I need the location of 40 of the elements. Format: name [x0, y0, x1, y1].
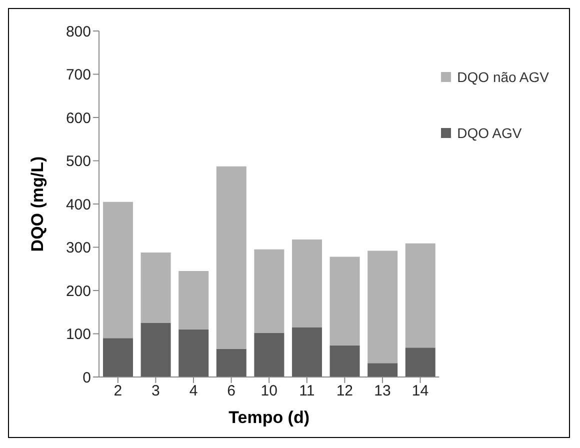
bar: [178, 271, 209, 330]
y-tick-label: 300: [66, 240, 91, 257]
bar: [292, 239, 322, 328]
bar: [330, 345, 360, 377]
legend-label: DQO não AGV: [457, 69, 549, 85]
bar: [330, 256, 360, 346]
y-tick-label: 500: [66, 153, 91, 170]
bar: [368, 250, 398, 364]
y-tick-label: 200: [66, 282, 91, 300]
bar: [216, 166, 246, 349]
y-tick-label: 800: [66, 23, 91, 40]
bar: [292, 327, 322, 377]
legend-label: DQO AGV: [457, 125, 522, 141]
x-tick-label: 2: [114, 382, 122, 400]
bar: [140, 252, 171, 323]
bar: [103, 338, 133, 377]
bar: [254, 249, 284, 333]
x-tick-label: 14: [412, 382, 429, 400]
x-tick-label: 13: [374, 382, 391, 400]
bar: [140, 322, 171, 377]
bar: [216, 348, 246, 377]
x-tick-label: 6: [227, 382, 236, 400]
bar: [178, 329, 209, 377]
x-tick-label: 12: [336, 382, 354, 400]
x-tick-label: 11: [299, 382, 315, 400]
y-tick-label: 600: [66, 110, 91, 127]
x-tick-label: 3: [152, 382, 160, 400]
bar: [103, 202, 133, 338]
y-tick-label: 0: [82, 369, 91, 386]
bar: [368, 363, 398, 377]
y-tick-label: 400: [66, 196, 91, 214]
x-tick-label: 4: [189, 382, 198, 400]
bar: [254, 332, 284, 377]
y-tick-label: 100: [66, 326, 91, 344]
y-tick-label: 700: [66, 66, 91, 84]
x-axis-title: Tempo (d): [228, 408, 310, 427]
x-tick-label: 10: [260, 382, 278, 400]
y-axis-title: DQO (mg/L): [28, 156, 48, 252]
bar: [405, 348, 436, 377]
bar: [405, 243, 436, 348]
